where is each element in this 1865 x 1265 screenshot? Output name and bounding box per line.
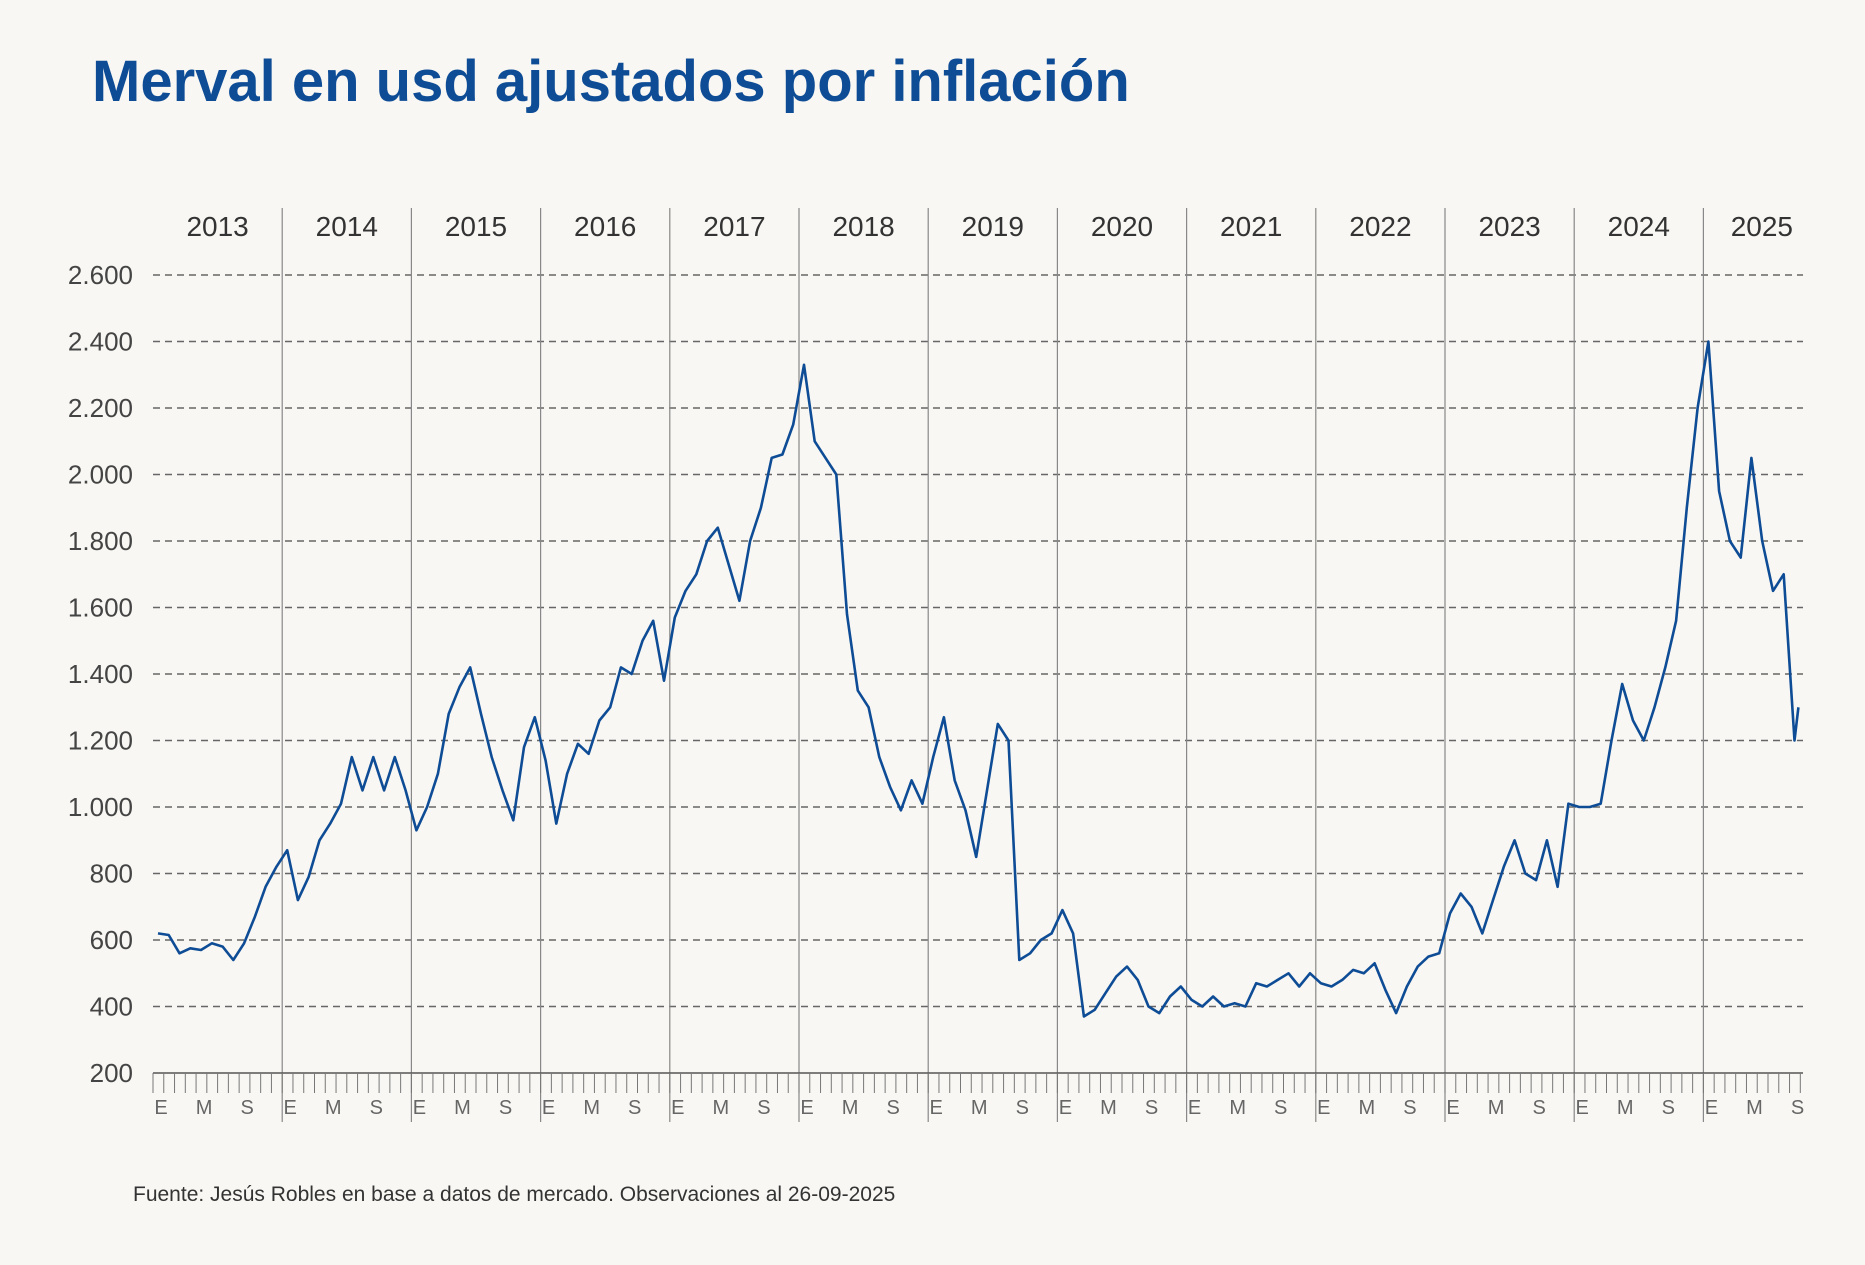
month-label: E: [1317, 1097, 1330, 1119]
month-label: E: [800, 1097, 813, 1119]
source-note: Fuente: Jesús Robles en base a datos de …: [133, 1183, 896, 1206]
month-label: E: [1059, 1097, 1072, 1119]
y-axis: 200 400 600 800 1.000 1.200 1.400 1.600 1.800 2.0…: [68, 260, 133, 1088]
year-label: 2014: [316, 211, 378, 242]
month-label: E: [1705, 1097, 1718, 1119]
year-labels: 2013 2014 2015 2016 2017 2018 2019 2020 2021 2022…: [186, 211, 1793, 242]
year-label: 2020: [1091, 211, 1153, 242]
month-label: S: [240, 1097, 253, 1119]
y-tick-label: 1.600: [68, 593, 133, 623]
y-tick-label: 1.200: [68, 726, 133, 756]
month-label: E: [671, 1097, 684, 1119]
year-label: 2024: [1608, 211, 1670, 242]
month-label: E: [413, 1097, 426, 1119]
year-label: 2025: [1731, 211, 1793, 242]
year-label: 2019: [962, 211, 1024, 242]
month-label: S: [757, 1097, 770, 1119]
month-label: E: [1576, 1097, 1589, 1119]
year-label: 2022: [1349, 211, 1411, 242]
month-label: S: [886, 1097, 899, 1119]
month-label: M: [1746, 1097, 1763, 1119]
year-label: 2018: [832, 211, 894, 242]
y-tick-label: 2.600: [68, 260, 133, 290]
gridlines: [153, 274, 1803, 1008]
month-label: M: [325, 1097, 342, 1119]
chart-title: Merval en usd ajustados por inflación: [92, 49, 1130, 114]
month-label: M: [1359, 1097, 1376, 1119]
y-tick-label: 800: [90, 859, 133, 889]
year-label: 2021: [1220, 211, 1282, 242]
year-dividers: [281, 208, 1705, 1122]
month-label: E: [1188, 1097, 1201, 1119]
year-label: 2016: [574, 211, 636, 242]
month-label: M: [713, 1097, 730, 1119]
month-label: M: [971, 1097, 988, 1119]
y-tick-label: 2.200: [68, 393, 133, 423]
month-label: S: [370, 1097, 383, 1119]
y-tick-label: 2.000: [68, 460, 133, 490]
month-label: E: [284, 1097, 297, 1119]
year-label: 2013: [186, 211, 248, 242]
month-label: E: [154, 1097, 167, 1119]
month-label: M: [196, 1097, 213, 1119]
month-label: E: [930, 1097, 943, 1119]
month-label: S: [1791, 1097, 1804, 1119]
month-label: S: [1274, 1097, 1287, 1119]
month-label: M: [454, 1097, 471, 1119]
month-label: M: [1229, 1097, 1246, 1119]
month-label: M: [1488, 1097, 1505, 1119]
y-tick-label: 2.400: [68, 327, 133, 357]
month-label: S: [1145, 1097, 1158, 1119]
year-label: 2015: [445, 211, 507, 242]
y-tick-label: 200: [90, 1058, 133, 1088]
y-tick-label: 400: [90, 992, 133, 1022]
year-label: 2023: [1478, 211, 1540, 242]
month-label: M: [1617, 1097, 1634, 1119]
month-label: S: [499, 1097, 512, 1119]
month-label: S: [1016, 1097, 1029, 1119]
y-tick-label: 1.800: [68, 526, 133, 556]
month-label: E: [1446, 1097, 1459, 1119]
month-label: M: [583, 1097, 600, 1119]
month-label: S: [1532, 1097, 1545, 1119]
month-label: S: [1403, 1097, 1416, 1119]
series-line: [157, 340, 1800, 1018]
month-label: M: [842, 1097, 859, 1119]
y-tick-label: 1.400: [68, 659, 133, 689]
y-tick-label: 1.000: [68, 792, 133, 822]
month-label: S: [628, 1097, 641, 1119]
month-label: S: [1662, 1097, 1675, 1119]
y-tick-label: 600: [90, 925, 133, 955]
month-label: M: [1100, 1097, 1117, 1119]
month-label: E: [542, 1097, 555, 1119]
year-label: 2017: [703, 211, 765, 242]
